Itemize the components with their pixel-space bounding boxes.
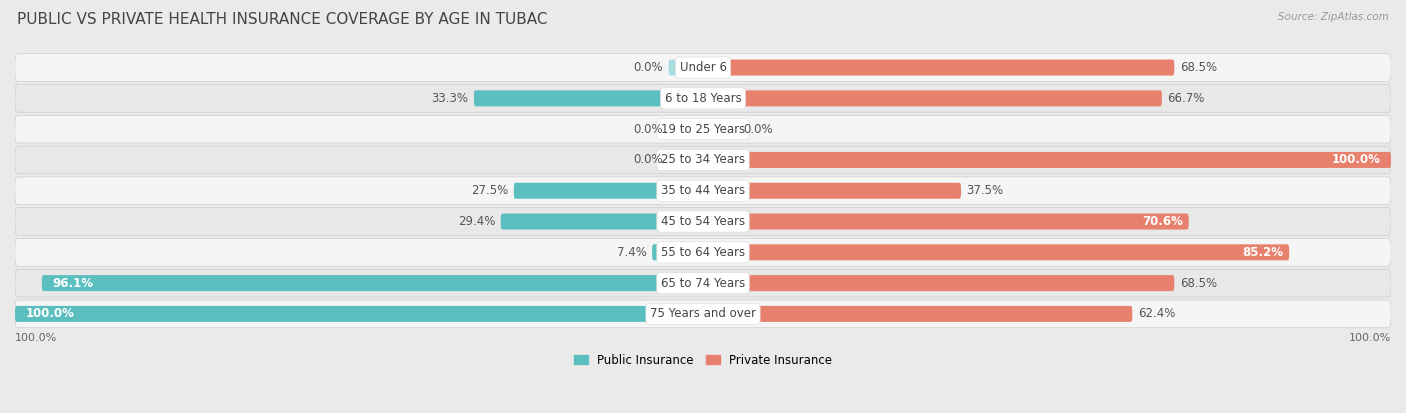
- FancyBboxPatch shape: [703, 275, 1174, 291]
- Text: 55 to 64 Years: 55 to 64 Years: [661, 246, 745, 259]
- FancyBboxPatch shape: [669, 59, 703, 76]
- FancyBboxPatch shape: [15, 146, 1391, 174]
- FancyBboxPatch shape: [501, 214, 703, 230]
- Text: 100.0%: 100.0%: [25, 307, 75, 320]
- Text: 65 to 74 Years: 65 to 74 Years: [661, 277, 745, 290]
- FancyBboxPatch shape: [15, 85, 1391, 112]
- Text: 19 to 25 Years: 19 to 25 Years: [661, 123, 745, 135]
- FancyBboxPatch shape: [669, 152, 703, 168]
- Text: 0.0%: 0.0%: [634, 61, 664, 74]
- Text: 100.0%: 100.0%: [15, 333, 58, 343]
- Text: Under 6: Under 6: [679, 61, 727, 74]
- Text: 66.7%: 66.7%: [1167, 92, 1205, 105]
- FancyBboxPatch shape: [15, 54, 1391, 81]
- FancyBboxPatch shape: [703, 214, 1188, 230]
- FancyBboxPatch shape: [703, 90, 1161, 107]
- Text: 35 to 44 Years: 35 to 44 Years: [661, 184, 745, 197]
- FancyBboxPatch shape: [15, 115, 1391, 143]
- Text: 0.0%: 0.0%: [742, 123, 772, 135]
- Text: 6 to 18 Years: 6 to 18 Years: [665, 92, 741, 105]
- Text: 68.5%: 68.5%: [1180, 61, 1218, 74]
- FancyBboxPatch shape: [513, 183, 703, 199]
- Text: 75 Years and over: 75 Years and over: [650, 307, 756, 320]
- Text: 37.5%: 37.5%: [966, 184, 1004, 197]
- FancyBboxPatch shape: [15, 208, 1391, 235]
- FancyBboxPatch shape: [15, 300, 1391, 328]
- FancyBboxPatch shape: [703, 59, 1174, 76]
- Text: 70.6%: 70.6%: [1142, 215, 1184, 228]
- FancyBboxPatch shape: [703, 152, 1391, 168]
- Text: 68.5%: 68.5%: [1180, 277, 1218, 290]
- FancyBboxPatch shape: [15, 269, 1391, 297]
- FancyBboxPatch shape: [15, 306, 703, 322]
- Text: 85.2%: 85.2%: [1243, 246, 1284, 259]
- Legend: Public Insurance, Private Insurance: Public Insurance, Private Insurance: [569, 349, 837, 371]
- Text: Source: ZipAtlas.com: Source: ZipAtlas.com: [1278, 12, 1389, 22]
- FancyBboxPatch shape: [669, 121, 703, 137]
- FancyBboxPatch shape: [42, 275, 703, 291]
- Text: 29.4%: 29.4%: [458, 215, 495, 228]
- Text: 0.0%: 0.0%: [634, 123, 664, 135]
- FancyBboxPatch shape: [703, 306, 1132, 322]
- Text: PUBLIC VS PRIVATE HEALTH INSURANCE COVERAGE BY AGE IN TUBAC: PUBLIC VS PRIVATE HEALTH INSURANCE COVER…: [17, 12, 547, 27]
- FancyBboxPatch shape: [15, 177, 1391, 204]
- Text: 0.0%: 0.0%: [634, 154, 664, 166]
- FancyBboxPatch shape: [474, 90, 703, 107]
- Text: 45 to 54 Years: 45 to 54 Years: [661, 215, 745, 228]
- Text: 27.5%: 27.5%: [471, 184, 509, 197]
- Text: 100.0%: 100.0%: [1331, 154, 1381, 166]
- FancyBboxPatch shape: [703, 121, 737, 137]
- FancyBboxPatch shape: [703, 244, 1289, 260]
- Text: 33.3%: 33.3%: [432, 92, 468, 105]
- FancyBboxPatch shape: [652, 244, 703, 260]
- Text: 96.1%: 96.1%: [52, 277, 93, 290]
- FancyBboxPatch shape: [15, 238, 1391, 266]
- Text: 100.0%: 100.0%: [1348, 333, 1391, 343]
- Text: 25 to 34 Years: 25 to 34 Years: [661, 154, 745, 166]
- FancyBboxPatch shape: [703, 183, 960, 199]
- Text: 7.4%: 7.4%: [617, 246, 647, 259]
- Text: 62.4%: 62.4%: [1137, 307, 1175, 320]
